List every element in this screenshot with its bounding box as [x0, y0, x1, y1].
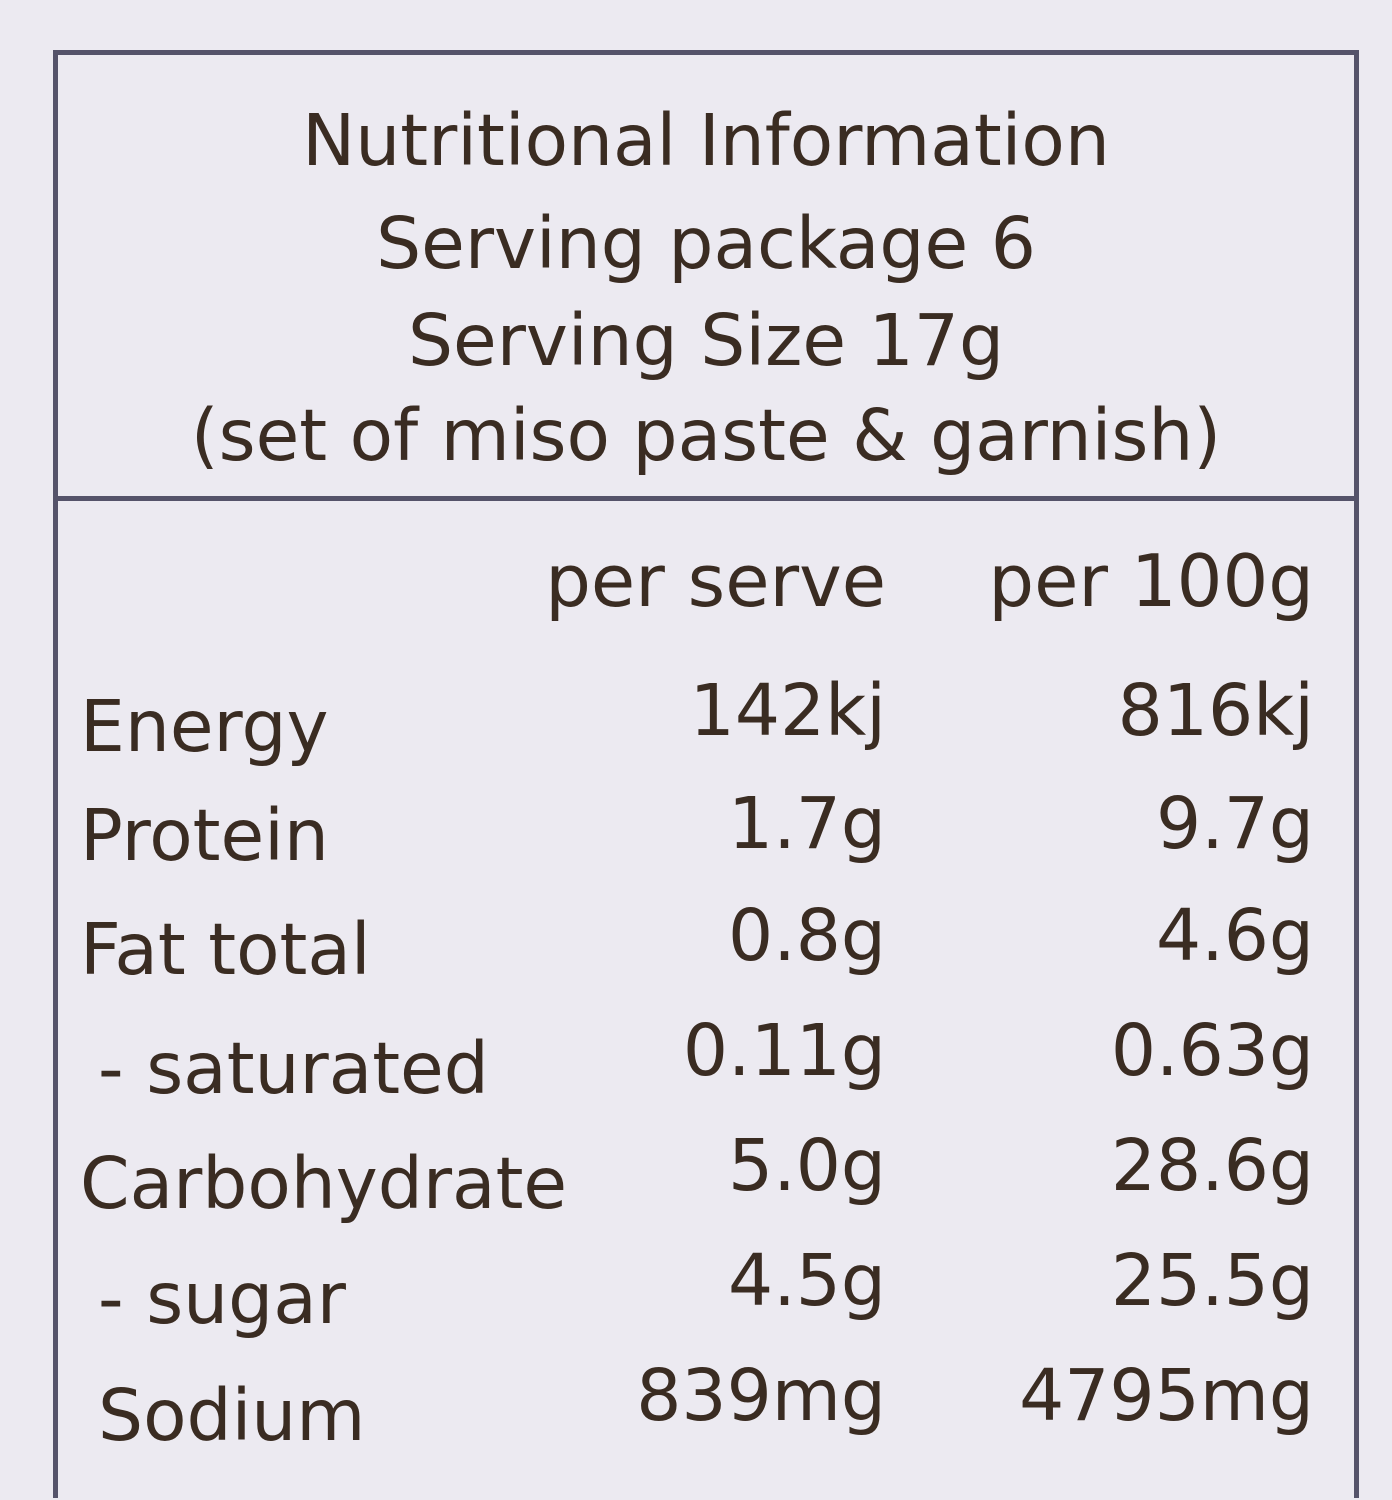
column-header-per-serve: per serve — [545, 539, 886, 623]
per-100g-value: 816kj — [1117, 669, 1314, 752]
nutrient-name: Energy — [80, 685, 329, 768]
table-row: Carbohydrate 5.0g 28.6g — [58, 1130, 1354, 1240]
header-divider — [58, 496, 1354, 501]
per-serve-value: 4.5g — [728, 1239, 886, 1322]
per-serve-value: 839mg — [636, 1354, 886, 1437]
per-serve-value: 5.0g — [728, 1124, 886, 1207]
per-100g-value: 25.5g — [1110, 1239, 1314, 1322]
per-serve-value: 0.8g — [728, 894, 886, 977]
per-100g-value: 9.7g — [1156, 782, 1314, 865]
nutrient-name: - saturated — [98, 1027, 489, 1110]
table-row: Energy 142kj 816kj — [58, 675, 1354, 785]
panel-title: Nutritional Information — [302, 99, 1110, 182]
serving-size: Serving Size 17g — [407, 299, 1005, 382]
per-100g-value: 4.6g — [1156, 894, 1314, 977]
per-100g-value: 28.6g — [1110, 1124, 1314, 1207]
table-row: Protein 1.7g 9.7g — [58, 788, 1354, 898]
serving-note: (set of miso paste & garnish) — [190, 394, 1222, 477]
per-serve-value: 142kj — [689, 669, 886, 752]
nutrient-name: - sugar — [98, 1257, 346, 1340]
per-serve-value: 1.7g — [728, 782, 886, 865]
nutrient-name: Carbohydrate — [80, 1142, 568, 1225]
nutrition-panel: Nutritional Information Serving package … — [53, 50, 1359, 1498]
nutrient-name: Fat total — [80, 908, 371, 991]
servings-per-package: Serving package 6 — [376, 202, 1036, 285]
panel-header: Nutritional Information Serving package … — [58, 55, 1354, 500]
per-100g-value: 4795mg — [1019, 1354, 1314, 1437]
table-row: - sugar 4.5g 25.5g — [58, 1245, 1354, 1355]
table-row: Sodium 839mg 4795mg — [58, 1360, 1354, 1470]
column-header-per-100g: per 100g — [988, 539, 1314, 623]
table-row: Fat total 0.8g 4.6g — [58, 900, 1354, 1010]
nutrient-name: Sodium — [98, 1374, 366, 1457]
per-serve-value: 0.11g — [682, 1009, 886, 1092]
nutrient-name: Protein — [80, 794, 329, 877]
per-100g-value: 0.63g — [1110, 1009, 1314, 1092]
table-row: - saturated 0.11g 0.63g — [58, 1015, 1354, 1125]
